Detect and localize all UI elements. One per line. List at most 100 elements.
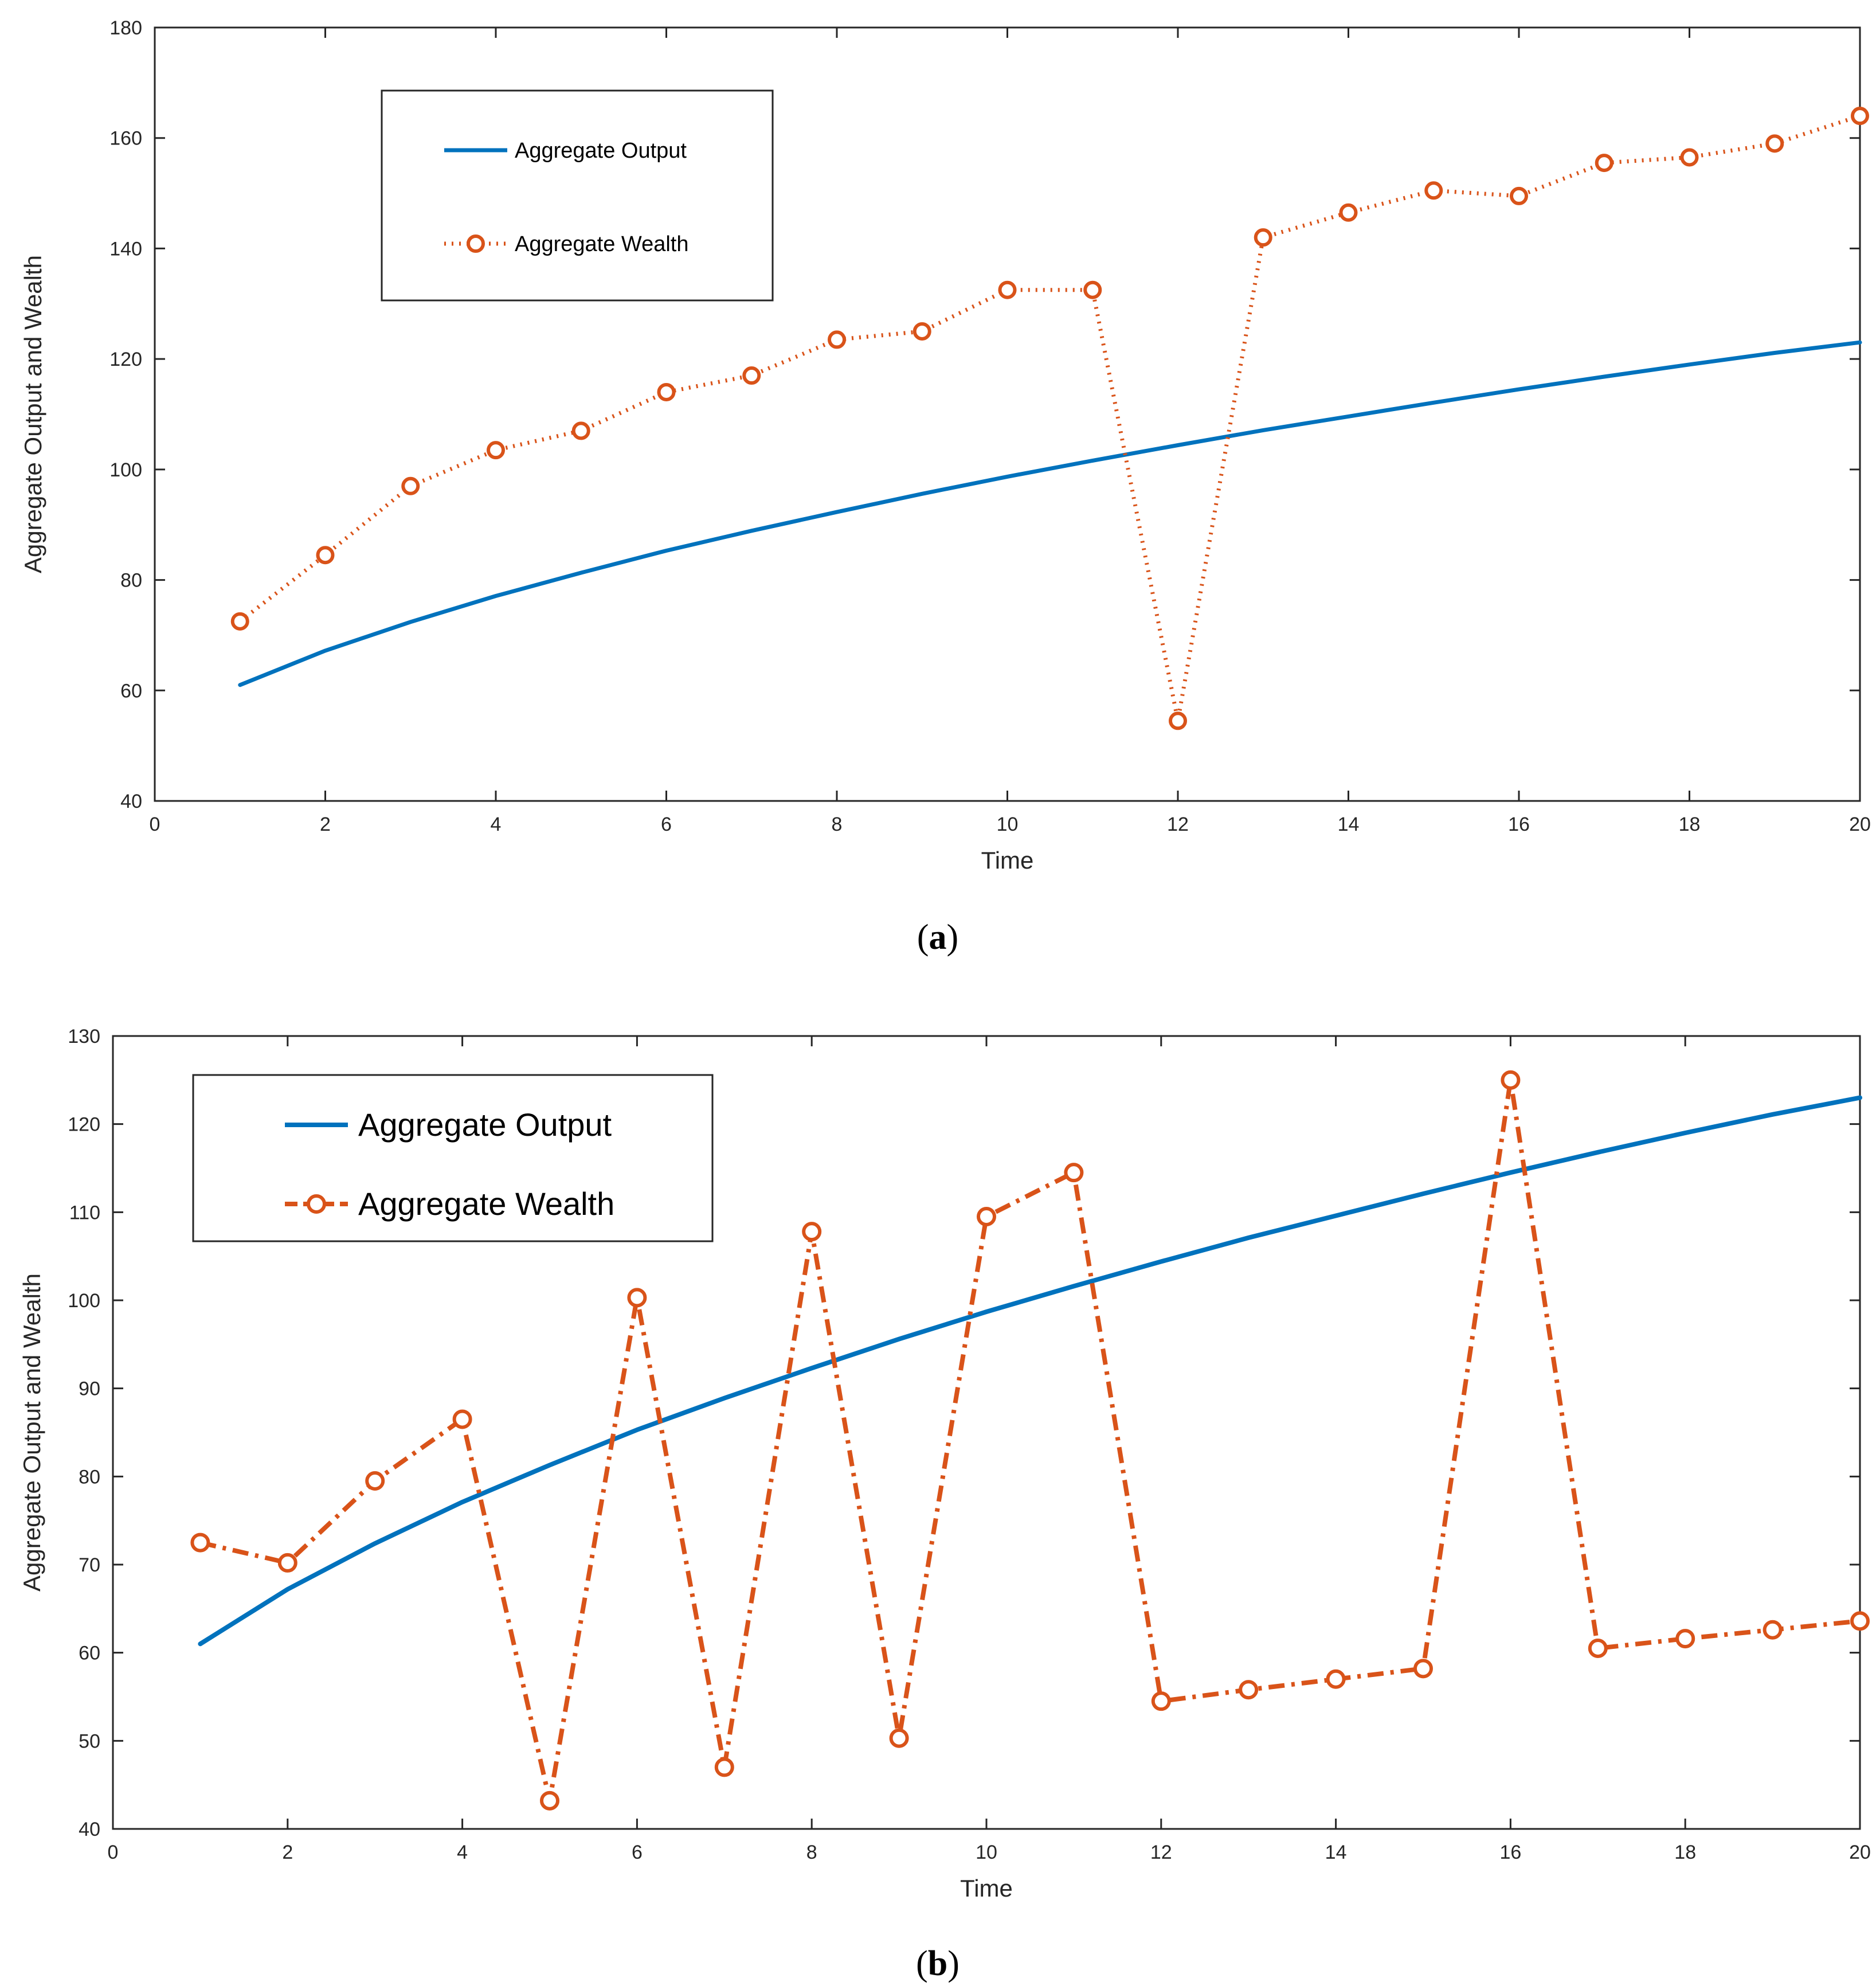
data-point-aggregate-wealth: [1169, 711, 1187, 730]
series-line-aggregate-wealth: [199, 1077, 1861, 1803]
data-point-aggregate-wealth: [912, 322, 931, 341]
y-axis-title: Aggregate Output and Wealth: [18, 1273, 45, 1592]
legend-box: [192, 1074, 714, 1242]
y-tick-label: 140: [109, 238, 142, 260]
data-point-aggregate-wealth: [401, 476, 420, 495]
y-tick-label: 90: [79, 1378, 100, 1400]
x-axis-title: Time: [960, 1875, 1013, 1902]
y-tick-label: 100: [68, 1290, 100, 1312]
legend: Aggregate Output Aggregate Wealth: [381, 89, 774, 302]
y-axis-title: Aggregate Output and Wealth: [19, 255, 46, 573]
x-tick-label: 10: [997, 814, 1019, 835]
legend-label: Aggregate Output: [515, 139, 687, 163]
data-point-aggregate-wealth: [1151, 1691, 1171, 1711]
y-tick-label: 60: [79, 1643, 100, 1664]
data-point-aggregate-wealth: [977, 1207, 996, 1227]
data-point-aggregate-wealth: [627, 1288, 647, 1308]
x-tick-label: 8: [806, 1842, 817, 1863]
legend: Aggregate Output Aggregate Wealth: [192, 1074, 714, 1242]
y-tick-label: 40: [120, 791, 142, 812]
y-tick-label: 160: [109, 128, 142, 150]
data-point-aggregate-wealth: [540, 1790, 559, 1811]
data-point-aggregate-wealth: [1254, 228, 1272, 247]
data-point-aggregate-wealth: [657, 382, 676, 401]
y-tick-label: 110: [69, 1202, 100, 1223]
legend-label: Aggregate Wealth: [358, 1186, 614, 1222]
legend-label: Aggregate Wealth: [515, 232, 689, 256]
data-point-aggregate-wealth: [487, 441, 505, 460]
y-tick-label: 130: [68, 1026, 100, 1047]
x-tick-label: 12: [1150, 1842, 1172, 1863]
data-point-aggregate-wealth: [1424, 181, 1443, 200]
x-tick-label: 8: [832, 814, 843, 835]
data-point-aggregate-wealth: [190, 1532, 210, 1553]
y-tick-label: 180: [109, 17, 142, 39]
x-tick-label: 14: [1338, 814, 1360, 835]
data-point-aggregate-wealth: [714, 1757, 734, 1777]
data-point-aggregate-wealth: [1595, 154, 1613, 173]
data-point-aggregate-wealth: [1413, 1659, 1433, 1679]
data-point-aggregate-wealth: [1510, 186, 1528, 205]
data-point-aggregate-wealth: [571, 421, 590, 440]
data-point-aggregate-wealth: [1083, 280, 1102, 299]
x-tick-label: 16: [1499, 1842, 1521, 1863]
x-tick-label: 18: [1674, 1842, 1696, 1863]
chart-panel-b: 0 2 4 6 8 10 12 14 16 18 20 40 50 60 70 80 90 100 110 120 13…: [18, 1026, 1871, 1983]
data-point-aggregate-wealth: [742, 366, 761, 385]
caption-open-paren: (: [917, 918, 929, 957]
data-point-aggregate-wealth: [1339, 203, 1358, 222]
y-tick-label: 70: [79, 1554, 100, 1576]
data-point-aggregate-wealth: [1588, 1638, 1608, 1658]
series-line-aggregate-output: [198, 1095, 1862, 1647]
x-tick-label: 4: [457, 1842, 468, 1863]
data-point-aggregate-wealth: [802, 1222, 822, 1242]
caption-letter: a: [929, 918, 947, 957]
data-point-aggregate-wealth: [316, 546, 335, 565]
legend-label: Aggregate Output: [358, 1107, 612, 1143]
data-point-aggregate-wealth: [230, 612, 249, 631]
figure-caption: (b): [916, 1944, 959, 1983]
legend-marker-aggregate-wealth: [467, 234, 485, 253]
x-tick-label: 2: [282, 1842, 293, 1863]
y-tick-label: 40: [79, 1819, 100, 1840]
legend-box: [381, 89, 774, 302]
data-point-aggregate-wealth: [1763, 1620, 1783, 1640]
x-tick-label: 18: [1679, 814, 1701, 835]
x-tick-label: 2: [320, 814, 331, 835]
data-point-aggregate-wealth: [365, 1471, 385, 1491]
data-point-aggregate-wealth: [452, 1409, 472, 1429]
data-point-aggregate-wealth: [1675, 1629, 1695, 1649]
data-point-aggregate-wealth: [277, 1553, 297, 1573]
x-tick-label: 6: [632, 1842, 643, 1863]
caption-close-paren: ): [947, 1944, 959, 1983]
x-axis-title: Time: [981, 847, 1034, 874]
data-point-aggregate-wealth: [1850, 1611, 1870, 1631]
x-tick-label: 10: [976, 1842, 997, 1863]
data-point-aggregate-wealth: [889, 1728, 909, 1748]
data-point-aggregate-wealth: [1680, 148, 1699, 167]
data-point-aggregate-wealth: [1239, 1680, 1259, 1700]
x-tick-label: 20: [1849, 814, 1871, 835]
data-point-aggregate-wealth: [1064, 1163, 1084, 1183]
data-point-aggregate-wealth: [1851, 107, 1869, 126]
figure-caption: (a): [917, 918, 958, 957]
y-tick-label: 80: [120, 570, 142, 592]
data-point-aggregate-wealth: [998, 280, 1017, 299]
y-tick-label: 50: [79, 1730, 100, 1752]
caption-letter: b: [928, 1944, 947, 1983]
y-tick-label: 60: [120, 680, 142, 702]
x-tick-label: 16: [1508, 814, 1530, 835]
legend-marker-aggregate-wealth: [307, 1194, 326, 1214]
x-tick-label: 20: [1849, 1842, 1871, 1863]
data-point-aggregate-wealth: [1326, 1669, 1346, 1689]
x-tick-label: 6: [661, 814, 672, 835]
y-tick-label: 80: [79, 1466, 100, 1488]
x-tick-label: 0: [150, 814, 160, 835]
x-tick-label: 14: [1325, 1842, 1347, 1863]
y-tick-label: 100: [109, 459, 142, 481]
data-point-aggregate-wealth: [1501, 1070, 1521, 1090]
caption-close-paren: ): [947, 918, 959, 957]
caption-open-paren: (: [916, 1944, 928, 1983]
chart-panel-a: 0 2 4 6 8 10 12 14 16 18 20 40 60 80 100 120 140 160 180 Ti…: [19, 17, 1871, 957]
